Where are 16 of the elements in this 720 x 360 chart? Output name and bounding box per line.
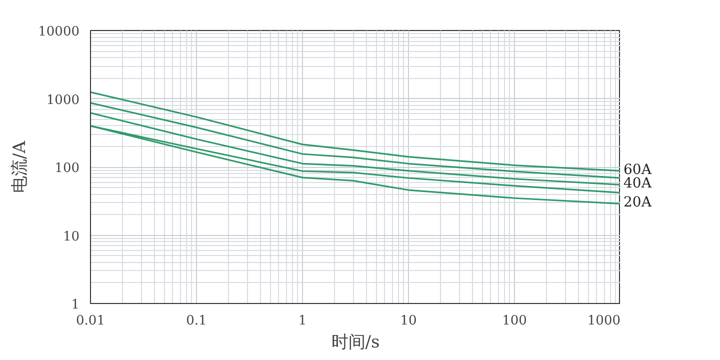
y-tick-label: 10 (62, 229, 80, 244)
x-tick-label: 10 (400, 314, 417, 328)
x-tick-label: 0.1 (186, 314, 207, 328)
series-label: 20A (624, 194, 652, 211)
y-tick-label: 1000 (46, 92, 80, 108)
series-label: 40A (624, 176, 652, 192)
x-tick-label: 100 (502, 314, 527, 328)
y-tick-label: 100 (54, 161, 80, 176)
x-tick-label: 1000 (587, 314, 621, 328)
series-label: 60A (624, 162, 652, 178)
x-axis-title: 时间/s (331, 332, 380, 352)
y-tick-label: 1 (71, 298, 80, 312)
x-tick-label: 1 (298, 314, 307, 328)
y-axis-title: 电流/A (10, 140, 30, 193)
x-tick-label: 0.01 (76, 314, 105, 328)
y-tick-label: 10000 (38, 24, 80, 40)
